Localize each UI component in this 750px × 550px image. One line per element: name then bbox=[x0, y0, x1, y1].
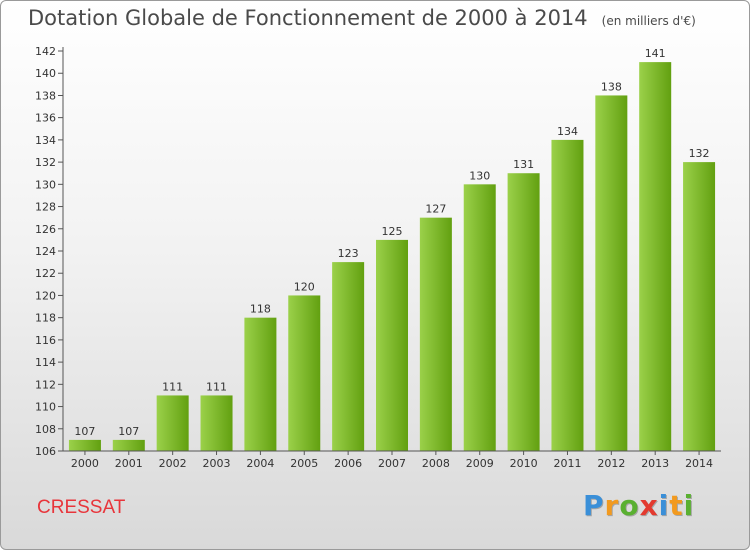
bars-group: 107 107 111 111 118 120 123 125 127 130 131 134 138 1… bbox=[68, 47, 716, 452]
bar-value-label: 123 bbox=[338, 247, 359, 260]
x-tick-label: 2002 bbox=[159, 457, 187, 470]
bar-value-label: 107 bbox=[118, 425, 139, 438]
bar-2010 bbox=[507, 173, 540, 451]
y-tick-label: 118 bbox=[35, 312, 56, 325]
y-tick-label: 122 bbox=[35, 267, 56, 280]
y-tick-label: 116 bbox=[35, 334, 56, 347]
x-tick-label: 2011 bbox=[553, 457, 581, 470]
x-tick-label: 2000 bbox=[71, 457, 99, 470]
y-tick-label: 142 bbox=[35, 45, 56, 58]
y-tick-label: 130 bbox=[35, 178, 56, 191]
bar-value-label: 134 bbox=[557, 125, 578, 138]
y-tick-label: 132 bbox=[35, 156, 56, 169]
x-tick-label: 2001 bbox=[115, 457, 143, 470]
bar-2005 bbox=[288, 295, 321, 451]
bar-value-label: 120 bbox=[294, 280, 315, 293]
bar-value-label: 132 bbox=[689, 147, 710, 160]
bar-value-label: 130 bbox=[469, 169, 490, 182]
commune-name: CRESSAT bbox=[37, 497, 126, 518]
bar-2012 bbox=[595, 95, 628, 451]
x-tick-label: 2014 bbox=[685, 457, 713, 470]
y-tick-label: 112 bbox=[35, 378, 56, 391]
y-tick-label: 120 bbox=[35, 289, 56, 302]
bar-2009 bbox=[463, 184, 496, 452]
bar-2001 bbox=[112, 439, 145, 451]
bar-2004 bbox=[244, 317, 277, 451]
y-tick-label: 138 bbox=[35, 89, 56, 102]
bar-value-label: 141 bbox=[645, 47, 666, 60]
x-tick-label: 2010 bbox=[510, 457, 538, 470]
x-tick-label: 2013 bbox=[641, 457, 669, 470]
bar-2003 bbox=[200, 395, 233, 451]
bar-2008 bbox=[419, 217, 452, 451]
logo-letter: o bbox=[619, 489, 640, 522]
y-tick-label: 134 bbox=[35, 134, 56, 147]
bar-value-label: 131 bbox=[513, 158, 534, 171]
x-tick-label: 2009 bbox=[466, 457, 494, 470]
bar-2006 bbox=[332, 262, 365, 451]
bar-value-label: 107 bbox=[74, 425, 95, 438]
y-tick-label: 108 bbox=[35, 423, 56, 436]
bar-value-label: 111 bbox=[162, 380, 183, 393]
y-tick-label: 128 bbox=[35, 201, 56, 214]
bar-value-label: 127 bbox=[425, 203, 446, 216]
x-tick-label: 2004 bbox=[246, 457, 274, 470]
logo-letter: r bbox=[604, 489, 620, 522]
bar-2014 bbox=[683, 162, 716, 451]
bar-2011 bbox=[551, 139, 584, 451]
y-tick-label: 124 bbox=[35, 245, 56, 258]
chart-title-text: Dotation Globale de Fonctionnement de 20… bbox=[28, 6, 588, 30]
x-tick-label: 2005 bbox=[290, 457, 318, 470]
axes-group: 2000 2001 2002 2003 2004 2005 2006 2007 2008 2009… bbox=[35, 45, 721, 470]
bar-value-label: 138 bbox=[601, 80, 622, 93]
proxiti-logo: Proxiti bbox=[583, 489, 694, 522]
x-tick-label: 2007 bbox=[378, 457, 406, 470]
chart-unit-label: (en milliers d'€) bbox=[601, 14, 696, 28]
y-tick-label: 126 bbox=[35, 223, 56, 236]
x-tick-label: 2008 bbox=[422, 457, 450, 470]
y-tick-label: 136 bbox=[35, 112, 56, 125]
x-tick-label: 2012 bbox=[597, 457, 625, 470]
y-tick-label: 114 bbox=[35, 356, 56, 369]
logo-letter: x bbox=[639, 489, 659, 522]
bar-value-label: 125 bbox=[382, 225, 403, 238]
logo-letter: P bbox=[583, 489, 605, 522]
chart-title: Dotation Globale de Fonctionnement de 20… bbox=[28, 6, 696, 30]
x-tick-label: 2003 bbox=[203, 457, 231, 470]
bar-2013 bbox=[639, 62, 672, 451]
y-tick-label: 110 bbox=[35, 401, 56, 414]
logo-letter: i bbox=[683, 489, 695, 522]
bar-2000 bbox=[68, 439, 101, 451]
logo-letter: i bbox=[658, 489, 670, 522]
bar-2007 bbox=[376, 239, 408, 451]
x-tick-label: 2006 bbox=[334, 457, 362, 470]
y-tick-label: 106 bbox=[35, 445, 56, 458]
bar-2002 bbox=[156, 395, 189, 451]
bar-value-label: 118 bbox=[250, 303, 271, 316]
logo-letter: t bbox=[669, 489, 684, 522]
bar-value-label: 111 bbox=[206, 380, 227, 393]
y-tick-label: 140 bbox=[35, 67, 56, 80]
